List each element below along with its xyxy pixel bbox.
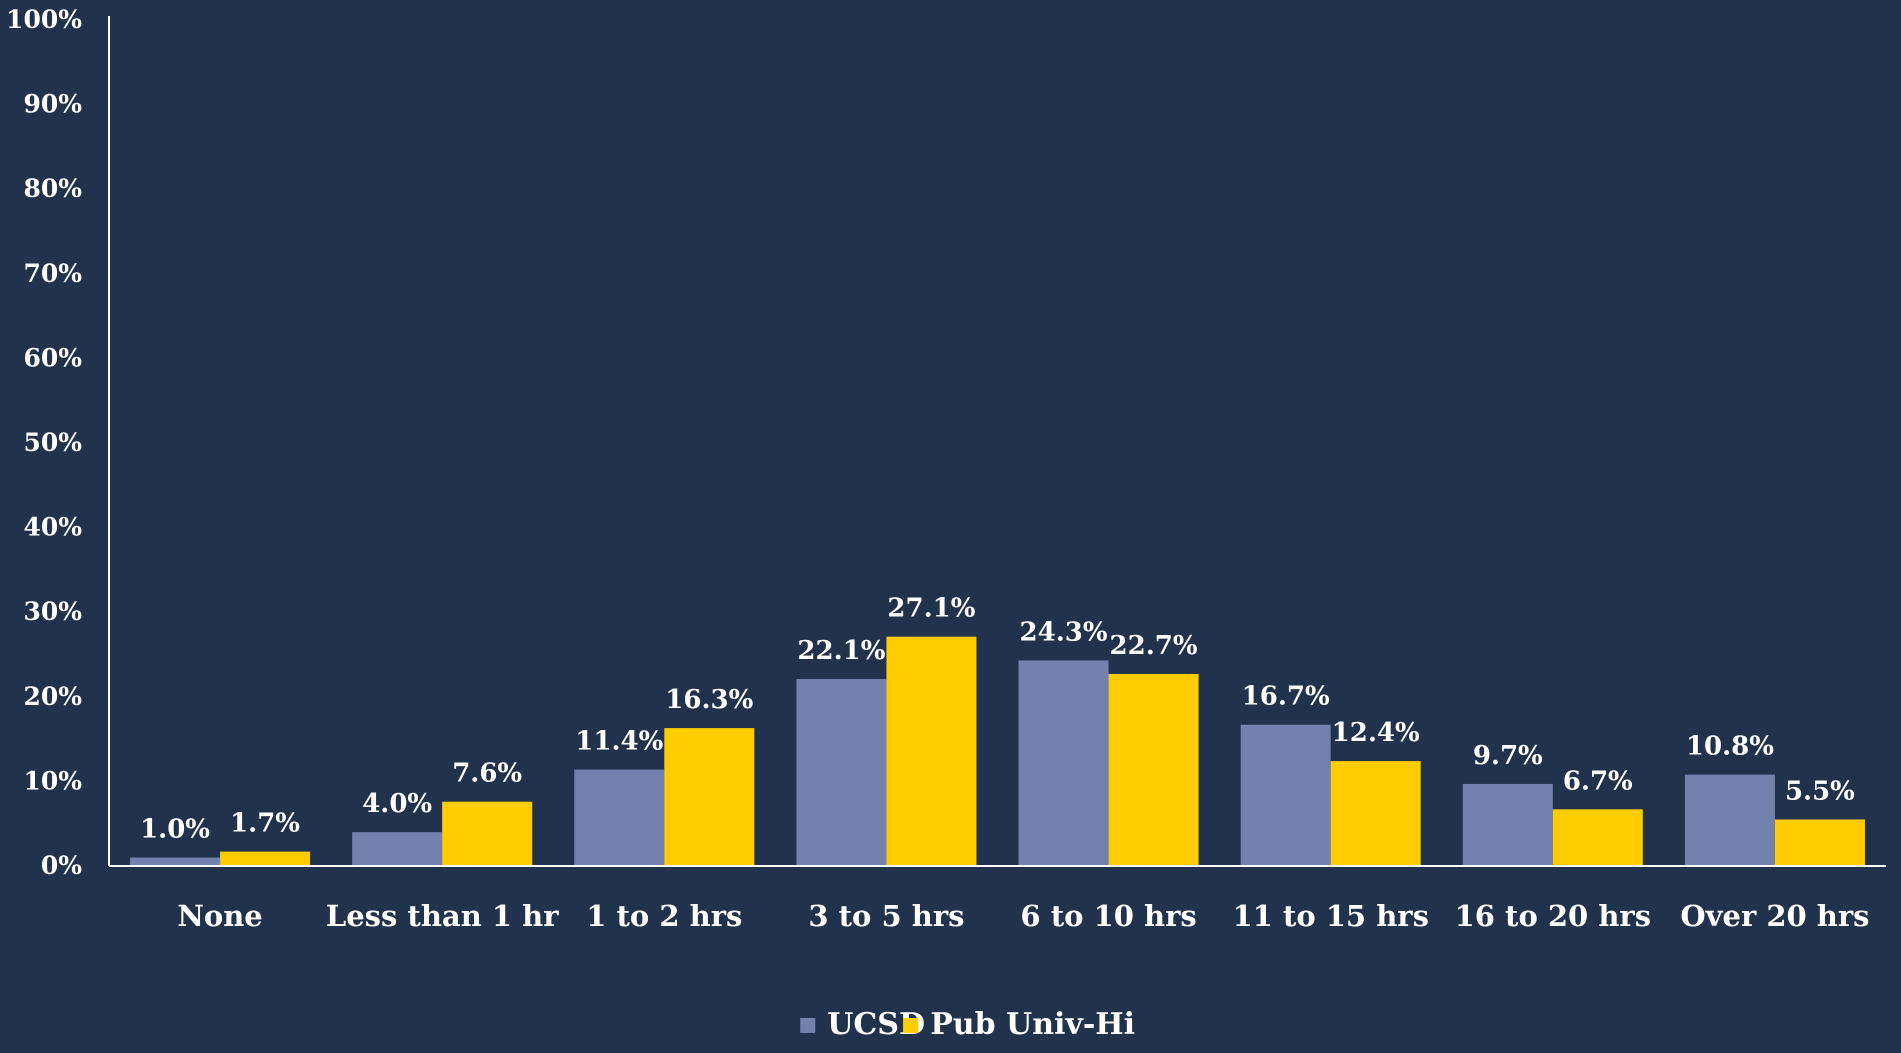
- x-category-label: 1 to 2 hrs: [586, 899, 742, 933]
- bar-pub-univ-hi: [220, 851, 311, 866]
- x-category-label: None: [177, 899, 262, 933]
- data-label: 16.7%: [1242, 682, 1330, 712]
- bar-pub-univ-hi: [442, 801, 533, 866]
- bar-series: [130, 636, 1865, 866]
- y-tick-label: 50%: [23, 428, 82, 457]
- data-label: 7.6%: [452, 759, 522, 789]
- bar-pub-univ-hi: [1330, 761, 1421, 866]
- y-tick-label: 70%: [23, 259, 82, 288]
- bar-ucsd: [1240, 724, 1331, 866]
- legend-label: Pub Univ-Hi: [930, 1007, 1135, 1042]
- bar-ucsd: [1462, 783, 1553, 866]
- x-category-label: 11 to 15 hrs: [1232, 899, 1428, 933]
- data-label: 11.4%: [575, 727, 663, 757]
- x-category-label: 6 to 10 hrs: [1020, 899, 1196, 933]
- data-label: 10.8%: [1686, 732, 1774, 762]
- y-tick-label: 60%: [23, 343, 82, 372]
- y-tick-label: 100%: [6, 5, 82, 34]
- x-category-label: 16 to 20 hrs: [1455, 899, 1651, 933]
- bar-pub-univ-hi: [886, 636, 977, 866]
- bar-ucsd: [796, 679, 887, 866]
- data-label: 22.1%: [797, 636, 885, 666]
- bar-pub-univ-hi: [1774, 819, 1865, 866]
- data-label: 27.1%: [887, 594, 975, 624]
- data-label: 16.3%: [665, 685, 753, 715]
- legend: UCSD Pub Univ-Hi: [800, 1007, 1135, 1042]
- y-tick-label: 90%: [23, 90, 82, 119]
- y-tick-label: 80%: [23, 174, 82, 203]
- bar-ucsd: [1684, 774, 1775, 866]
- data-label: 6.7%: [1563, 766, 1633, 796]
- data-label: 9.7%: [1473, 741, 1543, 771]
- data-label: 1.7%: [230, 809, 300, 839]
- y-tick-label: 10%: [23, 766, 82, 795]
- data-label: 12.4%: [1332, 718, 1420, 748]
- bar-ucsd: [130, 857, 221, 866]
- bar-ucsd: [1018, 660, 1109, 866]
- bar-pub-univ-hi: [664, 728, 755, 866]
- data-labels: 1.0% 1.7% 4.0% 7.6% 11.4%16.3% 22.1%27.1% 24.3…: [140, 594, 1855, 845]
- y-tick-label: 0%: [41, 851, 82, 880]
- data-label: 4.0%: [362, 789, 432, 819]
- data-label: 1.0%: [140, 815, 210, 845]
- data-label: 5.5%: [1785, 776, 1855, 806]
- bar-ucsd: [574, 769, 665, 866]
- bar-pub-univ-hi: [1552, 809, 1643, 866]
- data-label: 24.3%: [1020, 617, 1108, 647]
- x-axis-categories: None Less than 1 hr 1 to 2 hrs 3 to 5 hrs 6 …: [177, 899, 1869, 933]
- x-category-label: 3 to 5 hrs: [808, 899, 964, 933]
- y-tick-label: 40%: [23, 513, 82, 542]
- x-category-label: Less than 1 hr: [326, 899, 559, 933]
- y-tick-label: 20%: [23, 682, 82, 711]
- bar-ucsd: [352, 832, 443, 866]
- legend-swatch: [903, 1018, 919, 1033]
- y-tick-label: 30%: [23, 597, 82, 626]
- legend-swatch: [800, 1018, 816, 1033]
- data-label: 22.7%: [1110, 631, 1198, 661]
- bar-pub-univ-hi: [1108, 673, 1199, 866]
- y-axis-ticks: 0% 10% 20% 30% 40% 50% 60% 70% 80% 90% 100%: [6, 5, 82, 880]
- x-category-label: Over 20 hrs: [1680, 899, 1869, 933]
